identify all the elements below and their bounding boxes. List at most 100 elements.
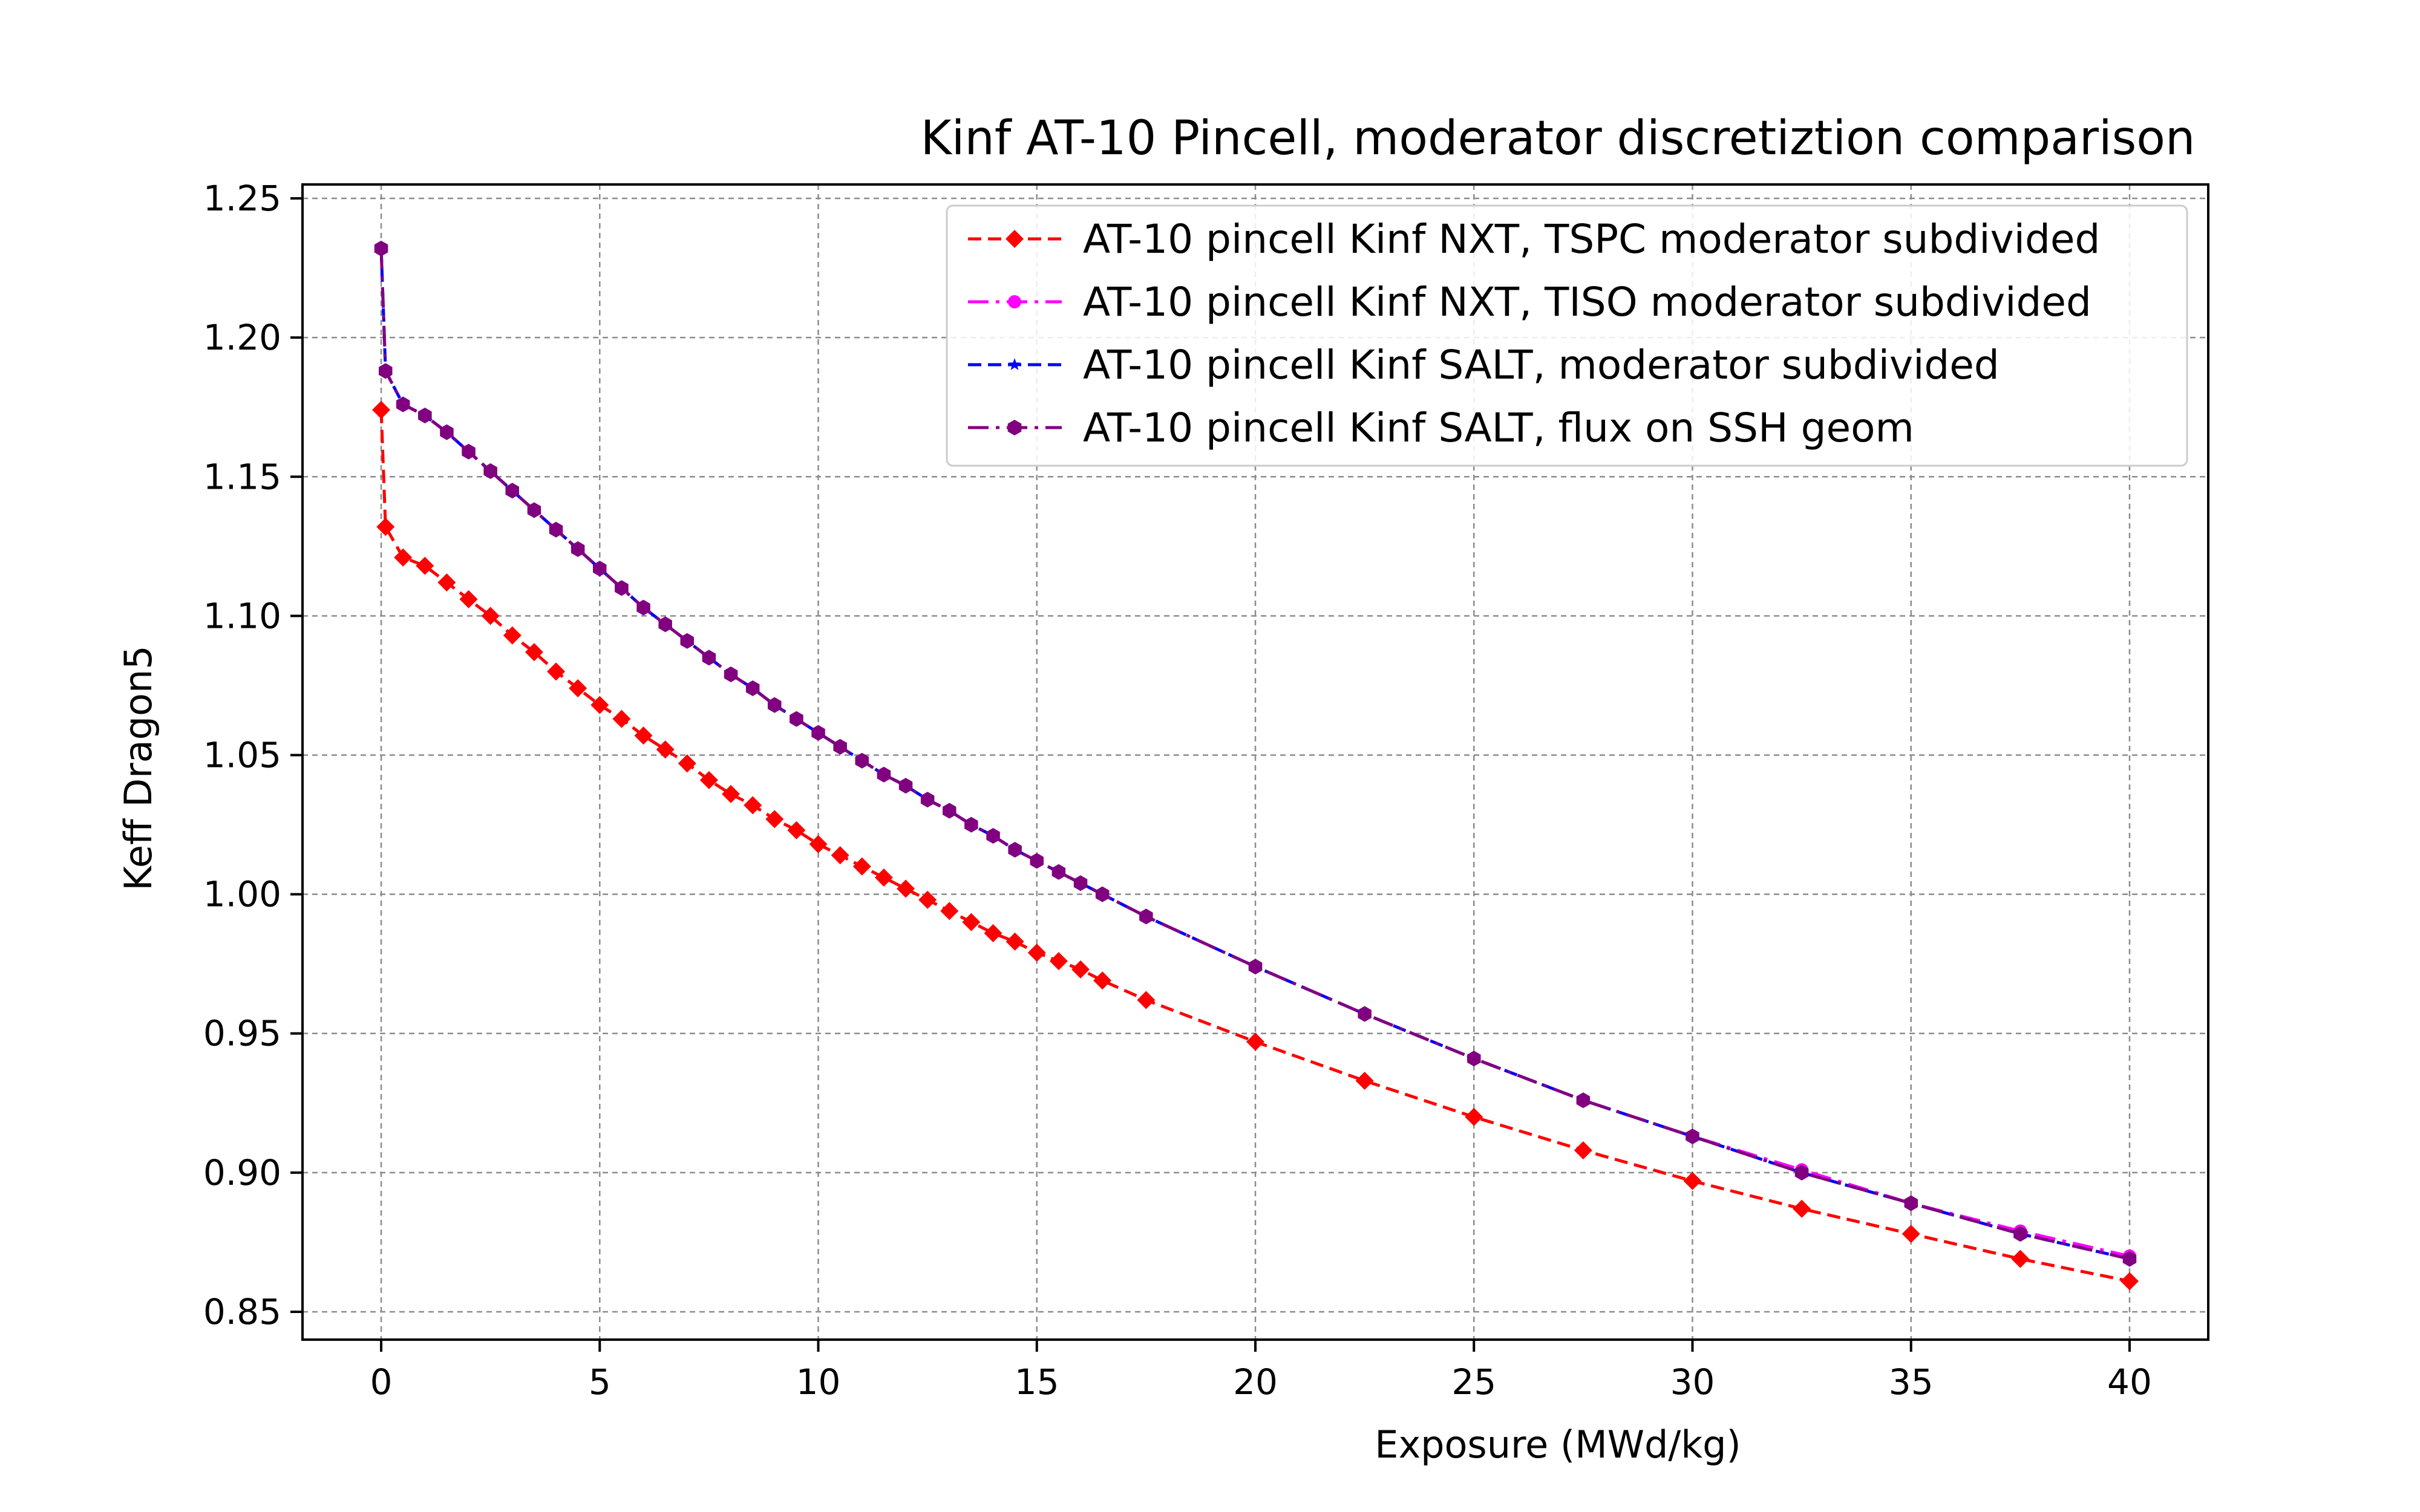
data-point [2120, 1272, 2139, 1291]
data-point [481, 607, 500, 625]
data-point [852, 857, 871, 876]
data-point [440, 424, 454, 440]
data-point [898, 778, 913, 794]
data-point [765, 810, 784, 829]
y-tick-label: 1.15 [203, 456, 281, 497]
data-point [376, 518, 395, 536]
data-point [437, 573, 456, 592]
data-point [571, 541, 585, 557]
y-tick-label: 0.85 [203, 1291, 281, 1332]
y-tick-label: 0.95 [203, 1013, 281, 1054]
data-point [547, 662, 566, 681]
legend-box [946, 204, 2188, 467]
data-point [394, 548, 413, 567]
series-4 [374, 240, 2137, 1267]
data-point [678, 754, 696, 773]
data-point [699, 771, 718, 789]
x-tick-label: 10 [796, 1361, 841, 1403]
data-point [1095, 886, 1110, 902]
data-point [503, 626, 522, 645]
data-point [1006, 932, 1024, 951]
chart-title: Kinf AT-10 Pincell, moderator discretizt… [921, 111, 2196, 166]
data-point [2013, 1226, 2027, 1242]
data-point [1358, 1006, 1372, 1022]
data-point [831, 846, 849, 865]
series-1 [372, 400, 2139, 1291]
data-point [964, 816, 978, 833]
data-point [855, 752, 869, 769]
legend-item: AT-10 pincell Kinf NXT, TISO moderator s… [968, 279, 2091, 325]
data-point [1248, 959, 1263, 975]
legend-item: AT-10 pincell Kinf SALT, flux on SSH geo… [968, 405, 1914, 451]
data-point [1355, 1071, 1374, 1090]
data-point [2011, 1250, 2030, 1268]
data-point [396, 396, 410, 412]
data-point [1793, 1199, 1811, 1218]
data-point [768, 697, 782, 713]
y-tick-label: 1.20 [203, 317, 281, 358]
x-tick-label: 40 [2107, 1361, 2152, 1403]
data-point [634, 726, 653, 745]
x-tick-label: 35 [1889, 1361, 1934, 1403]
x-tick-label: 5 [589, 1361, 611, 1403]
data-point [459, 590, 478, 608]
data-point [593, 561, 607, 577]
data-point [680, 633, 694, 649]
data-point [615, 580, 629, 596]
legend-label: AT-10 pincell Kinf NXT, TISO moderator s… [1083, 279, 2091, 325]
data-point [569, 679, 587, 698]
data-point [1030, 853, 1044, 869]
data-point [379, 363, 393, 379]
y-tick-label: 1.10 [203, 595, 281, 636]
y-tick-label: 1.05 [203, 734, 281, 775]
data-point [1902, 1225, 1920, 1243]
legend: AT-10 pincell Kinf NXT, TSPC moderator s… [946, 204, 2188, 467]
legend-label: AT-10 pincell Kinf SALT, flux on SSH geo… [1083, 405, 1914, 451]
data-point [416, 556, 434, 575]
data-point [1465, 1107, 1483, 1126]
data-point [1467, 1051, 1481, 1067]
data-point [984, 924, 1002, 943]
data-point [1051, 864, 1066, 880]
data-point [918, 890, 937, 909]
series-layer [372, 240, 2139, 1291]
data-point [986, 828, 1000, 844]
data-point [483, 463, 497, 479]
data-point [940, 902, 959, 921]
data-point [636, 599, 650, 616]
data-point [525, 643, 543, 662]
data-point [787, 821, 806, 839]
data-point [897, 879, 915, 898]
data-point [722, 784, 741, 803]
data-point [724, 666, 738, 682]
data-point [374, 240, 388, 256]
data-point [549, 521, 563, 538]
data-point [833, 738, 847, 755]
x-tick-label: 15 [1015, 1361, 1059, 1403]
y-tick-label: 1.00 [203, 874, 281, 915]
data-point [1686, 1129, 1699, 1144]
data-point [658, 616, 672, 633]
data-point [612, 709, 631, 728]
data-point [418, 408, 432, 423]
data-point [1904, 1195, 1918, 1211]
data-point [1027, 943, 1046, 962]
data-point [590, 696, 609, 714]
data-point [811, 725, 825, 741]
legend-label: AT-10 pincell Kinf SALT, moderator subdi… [1083, 342, 2000, 388]
legend-marker [1006, 230, 1024, 248]
y-axis-title: Keff Dragon5 [116, 645, 160, 890]
axis-ticks: 0 5 10 15 20 25 30 35 40 0.85 0.90 0.95 1.00 1.05 1.10… [203, 178, 2152, 1403]
legend-marker [1007, 420, 1022, 435]
data-point [2122, 1251, 2137, 1267]
data-point [656, 740, 675, 759]
x-tick-label: 20 [1233, 1361, 1278, 1403]
x-axis-title: Exposure (MWd/kg) [1375, 1422, 1741, 1467]
x-tick-label: 0 [370, 1361, 393, 1403]
data-point [744, 796, 762, 815]
data-point [809, 835, 828, 853]
data-point [505, 483, 519, 499]
data-point [943, 803, 957, 819]
y-tick-label: 0.90 [203, 1152, 281, 1193]
